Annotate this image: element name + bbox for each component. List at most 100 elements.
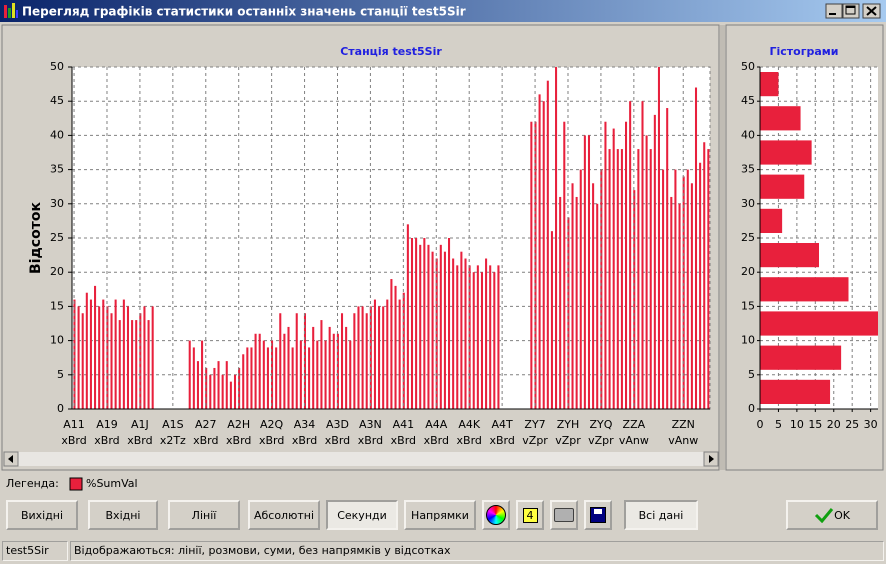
button[interactable]: Абсолютні — [248, 500, 320, 530]
x-tick-label: A2Q — [260, 418, 284, 431]
minimize-button[interactable] — [825, 3, 843, 19]
bar — [493, 272, 496, 409]
histogram-bar — [760, 72, 779, 97]
x-tick-label: A3D — [326, 418, 349, 431]
x-tick-label: 10 — [790, 418, 804, 431]
print-button[interactable] — [550, 500, 578, 530]
bar — [254, 333, 257, 409]
bar — [538, 94, 541, 410]
bar — [604, 121, 607, 409]
button[interactable]: Напрямки — [404, 500, 476, 530]
legend-label: Легенда: — [6, 477, 59, 490]
y-tick-label: 5 — [748, 368, 755, 381]
x-tick-label: A1J — [131, 418, 149, 431]
bar — [89, 299, 92, 409]
bar — [316, 340, 319, 409]
bar — [73, 299, 76, 409]
histogram-bar — [760, 106, 801, 131]
bar — [283, 333, 286, 409]
bar — [135, 320, 138, 409]
button[interactable]: Лінії — [168, 500, 240, 530]
x-tick-label: xBrd — [489, 434, 514, 447]
x-tick-label: xBrd — [127, 434, 152, 447]
x-tick-label: 15 — [808, 418, 822, 431]
bar — [620, 149, 623, 409]
bar — [225, 361, 228, 409]
bar — [460, 251, 463, 409]
bar — [287, 326, 290, 409]
bar — [229, 381, 232, 409]
bar — [596, 203, 599, 409]
bar — [275, 347, 278, 409]
y-tick-label: 20 — [741, 265, 755, 278]
ok-label: OK — [834, 508, 850, 522]
y-tick-label: 35 — [50, 163, 64, 176]
bar — [633, 190, 636, 409]
bar — [340, 313, 344, 409]
ok-button[interactable]: OK — [786, 500, 878, 530]
bar — [555, 67, 558, 409]
bar — [94, 285, 97, 409]
x-tick-label: ZZA — [623, 418, 646, 431]
bar — [238, 367, 241, 409]
x-tick-label: A41 — [393, 418, 415, 431]
bar — [102, 299, 105, 409]
bar — [324, 340, 327, 409]
button[interactable]: Вихідні — [6, 500, 78, 530]
histogram-bar — [760, 243, 819, 268]
legend-entry: %SumVal — [86, 477, 138, 490]
bar — [489, 265, 492, 409]
bar — [143, 306, 146, 409]
bar — [147, 320, 150, 409]
histogram-bar — [760, 208, 783, 233]
x-tick-label: xBrd — [358, 434, 383, 447]
bar — [126, 306, 130, 409]
y-tick-label: 40 — [50, 128, 64, 141]
splitter[interactable] — [720, 25, 725, 470]
bar — [641, 101, 644, 409]
bar — [201, 340, 204, 409]
bar — [291, 347, 294, 409]
bar — [295, 313, 298, 409]
bar — [328, 326, 331, 409]
bar — [571, 183, 574, 409]
bar — [357, 306, 360, 409]
bar — [666, 108, 669, 409]
x-tick-label: ZY7 — [524, 418, 545, 431]
scrollbar[interactable] — [3, 451, 719, 467]
maximize-button[interactable] — [842, 3, 860, 19]
bar — [353, 313, 356, 409]
x-tick-label: A34 — [294, 418, 316, 431]
bar — [122, 299, 125, 409]
bar — [703, 142, 706, 410]
bar — [110, 313, 113, 409]
bar — [448, 238, 451, 409]
bar — [563, 121, 566, 409]
bar — [279, 313, 282, 409]
y-tick-label: 15 — [50, 299, 64, 312]
x-tick-label: A19 — [96, 418, 118, 431]
x-tick-label: 0 — [757, 418, 764, 431]
histogram-bar — [760, 311, 878, 336]
x-tick-label: x2Tz — [160, 434, 186, 447]
bar — [349, 340, 352, 409]
button[interactable]: Секунди — [326, 500, 398, 530]
count-button[interactable]: 4 — [516, 500, 544, 530]
chart-title: Станція test5Sir — [340, 45, 442, 58]
button[interactable]: Вхідні — [88, 500, 158, 530]
x-tick-label: vZpr — [555, 434, 581, 447]
y-axis-title: Відсоток — [28, 202, 44, 274]
bar — [386, 299, 389, 409]
axis-line — [71, 67, 710, 410]
all-data-button[interactable]: Всі дані — [624, 500, 698, 530]
x-tick-label: A2H — [227, 418, 250, 431]
close-button[interactable] — [862, 3, 881, 19]
bar — [266, 347, 269, 409]
bar — [690, 183, 693, 409]
bar — [242, 354, 245, 409]
x-tick-label: A11 — [63, 418, 85, 431]
color-button[interactable] — [482, 500, 510, 530]
bar — [217, 361, 220, 409]
save-button[interactable] — [584, 500, 612, 530]
